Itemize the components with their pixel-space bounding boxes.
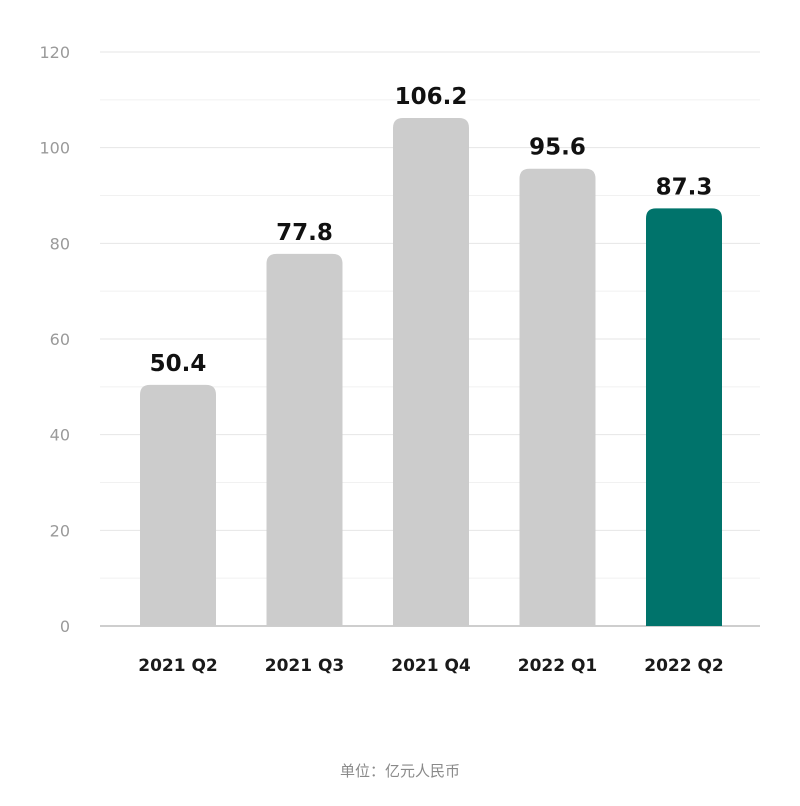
x-tick-label: 2021 Q4: [391, 656, 471, 676]
bar-3: [393, 118, 469, 626]
bar-4: [519, 168, 596, 627]
data-label: 95.6: [529, 135, 586, 161]
bars: [140, 118, 722, 627]
x-axis-ticks: 2021 Q2 2021 Q3 2021 Q4 2022 Q1 2022 Q2: [138, 656, 724, 676]
x-tick-label: 2021 Q3: [265, 656, 345, 676]
data-label: 106.2: [395, 84, 468, 110]
bar-chart: 0 20 40 60 80 100 120 50.4 77.8 106.2 95.6 87.3 20…: [39, 43, 760, 676]
bar-1: [140, 384, 216, 626]
y-tick-label: 100: [39, 139, 70, 158]
x-tick-label: 2022 Q2: [644, 656, 724, 676]
y-tick-label: 80: [50, 234, 70, 253]
data-label: 87.3: [656, 174, 713, 200]
unit-footnote: 单位：亿元人民币: [339, 762, 460, 780]
y-tick-label: 20: [50, 521, 70, 540]
x-tick-label: 2022 Q1: [518, 656, 598, 676]
y-tick-label: 120: [39, 43, 70, 62]
data-labels: 50.4 77.8 106.2 95.6 87.3: [150, 84, 713, 377]
x-tick-label: 2021 Q2: [138, 656, 218, 676]
bar-5: [646, 208, 722, 627]
bar-2: [266, 253, 343, 626]
y-axis-ticks: 0 20 40 60 80 100 120: [39, 43, 70, 636]
data-label: 77.8: [276, 220, 333, 246]
y-tick-label: 60: [50, 330, 70, 349]
data-label: 50.4: [150, 351, 207, 377]
y-tick-label: 0: [60, 617, 70, 636]
y-tick-label: 40: [50, 426, 70, 445]
